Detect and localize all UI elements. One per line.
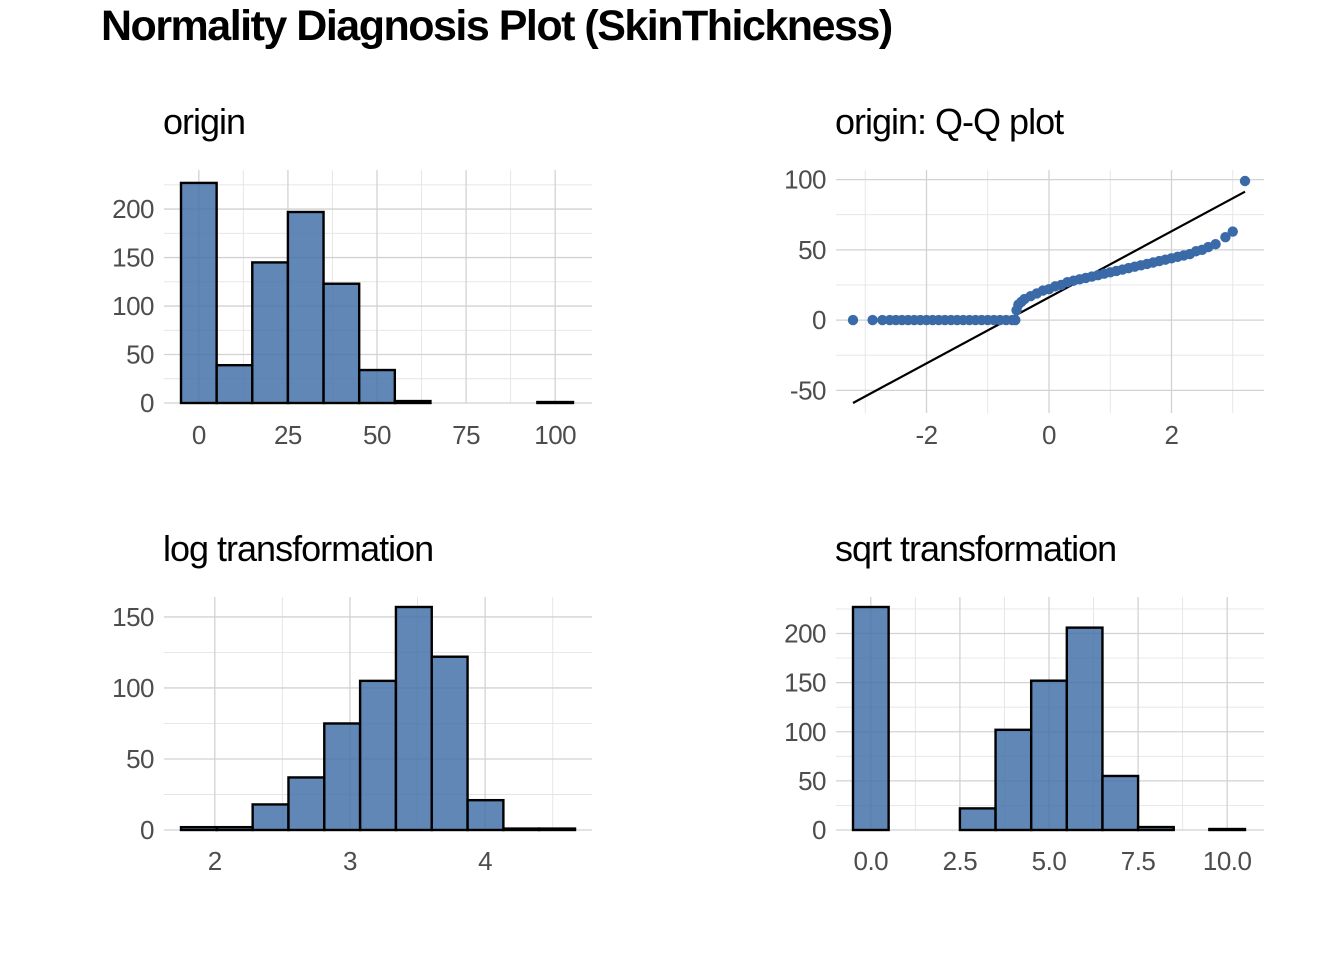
y-tick-label: 200 [112,194,154,224]
qq-point [1220,232,1231,243]
y-tick-label: 100 [784,165,826,195]
y-tick-label: 50 [798,235,826,265]
y-tick-label: 50 [798,766,826,796]
y-tick-label: 200 [784,619,826,649]
qq-reference-line [852,190,1246,404]
x-tick-label: 7.5 [1121,846,1156,876]
y-tick-label: 150 [112,602,154,632]
histogram-bar [179,825,219,832]
x-tick-label: 75 [452,420,480,450]
page-title: Normality Diagnosis Plot (SkinThickness) [101,2,893,50]
histogram-bar [251,803,290,832]
qq-point [847,314,859,326]
histogram-bar [1101,774,1140,832]
histogram-bar [1065,626,1104,832]
histogram-bar [215,825,254,832]
chart-panel-4: 0.0 2.5 5.0 7.5 10.0 0 50 100 150 200 sqrt transfo… [784,528,1264,876]
histogram-bar [430,655,469,832]
x-tick-label: 0.0 [853,846,888,876]
histogram-bar [994,728,1033,832]
histogram-bar [1208,827,1247,832]
histogram-bar [1136,825,1175,832]
x-tick-label: -2 [915,420,937,450]
histogram-bar [323,722,362,832]
histogram-bar [538,827,577,832]
x-tick-label: 3 [343,846,357,876]
histogram-bar [502,827,541,832]
x-tick-label: 2 [1165,420,1179,450]
y-tick-label: 100 [112,673,154,703]
chart-panel-1: 0 25 50 75 100 0 50 100 150 200 origin [112,101,592,450]
y-tick-label: 150 [784,668,826,698]
x-tick-label: 50 [363,420,391,450]
x-tick-label: 0 [1042,420,1056,450]
x-tick-label: 4 [478,846,492,876]
y-tick-label: 0 [812,305,826,335]
qq-point [1227,226,1238,237]
y-tick-label: 150 [112,243,154,273]
histogram-bar [958,807,997,832]
histogram-bar [358,679,398,832]
histogram-bar [286,210,325,405]
y-tick-label: 50 [126,340,154,370]
histogram-bar [287,776,326,832]
qq-point [1010,314,1021,326]
y-tick-label: 100 [112,291,154,321]
x-tick-label: 0 [192,420,206,450]
histogram-bar [322,282,361,405]
histogram-bar [851,605,890,832]
histogram-bar [394,605,433,832]
y-tick-label: 50 [126,744,154,774]
chart-panel-2: -2 0 2 -50 0 50 100 origin: Q-Q plot [784,101,1264,450]
qq-point [867,314,878,326]
panel-title: origin [163,101,245,142]
qq-point [1210,239,1221,250]
y-tick-label: 100 [784,717,826,747]
histogram-bar [215,363,254,405]
chart-panel-3: 2 3 4 0 50 100 150 log transformation [112,528,592,876]
y-tick-label: 0 [140,388,154,418]
histogram-bar [536,400,575,405]
panel-title: sqrt transformation [835,528,1116,569]
panel-title: origin: Q-Q plot [835,101,1064,142]
x-tick-label: 10.0 [1203,846,1252,876]
histogram-bar [179,181,218,405]
y-tick-label: 0 [812,815,826,845]
x-tick-label: 25 [274,420,302,450]
qq-point [877,314,888,326]
panel-title: log transformation [163,528,433,569]
y-tick-label: -50 [790,375,826,405]
histogram-bar [393,399,432,405]
histogram-bar [1029,679,1069,832]
x-tick-label: 2.5 [943,846,978,876]
qq-point [1239,175,1251,187]
histogram-bar [357,368,397,405]
histogram-bar [251,261,290,405]
x-tick-label: 100 [534,420,576,450]
x-tick-label: 2 [208,846,222,876]
x-tick-label: 5.0 [1032,846,1067,876]
histogram-bar [466,798,505,832]
y-tick-label: 0 [140,815,154,845]
